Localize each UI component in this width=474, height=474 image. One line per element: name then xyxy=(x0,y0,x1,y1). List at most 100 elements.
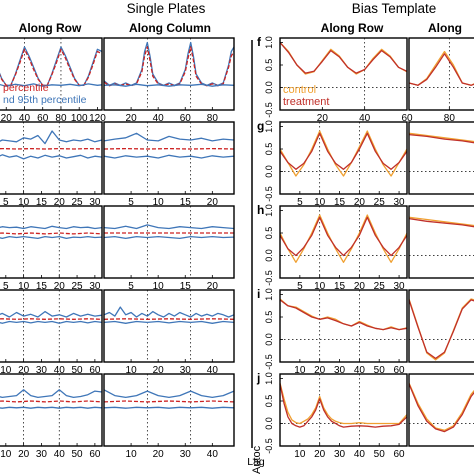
x-tick-label: 50 xyxy=(374,365,386,376)
treatment-series-2 xyxy=(408,299,474,360)
observed-series-1 xyxy=(103,389,235,399)
legend-median-label: percentile xyxy=(3,82,49,94)
x-tick-label: 30 xyxy=(89,197,101,208)
x-tick-label: 60 xyxy=(394,449,406,460)
panel-template-col-4 xyxy=(408,289,474,363)
observed-series-1 xyxy=(103,224,235,230)
x-tick-label: 30 xyxy=(394,197,406,208)
left-col-subtitle: Along Column xyxy=(129,21,211,35)
x-tick-label: 25 xyxy=(374,281,386,292)
panel-frame xyxy=(279,121,408,195)
x-tick-label: 15 xyxy=(180,281,192,292)
right-col-subtitle: Along xyxy=(428,21,462,35)
x-tick-label: 10 xyxy=(153,281,165,292)
panel-letter-j: j xyxy=(256,371,260,385)
x-tick-label: 20 xyxy=(18,449,30,460)
y-tick-label: 0.0 xyxy=(264,333,274,346)
x-tick-label: 20 xyxy=(314,365,326,376)
x-tick-label: 10 xyxy=(0,449,12,460)
control-series-1 xyxy=(279,42,408,75)
panel-frame xyxy=(103,373,235,447)
y-tick-label: 0.5 xyxy=(264,143,274,156)
x-tick-label: 60 xyxy=(394,365,406,376)
panel-single-row-1: 20 40 60 80 100 120 xyxy=(0,37,106,124)
treatment-series-2 xyxy=(408,217,474,228)
median-series-2 xyxy=(103,400,235,403)
y-tick-label: 0.5 xyxy=(264,227,274,240)
legend-observed-label: nd 95th percentile xyxy=(3,94,87,106)
control-series-1 xyxy=(408,50,474,86)
x-tick-label: 40 xyxy=(207,449,219,460)
observed-series-3 xyxy=(103,320,235,324)
x-tick-label: 30 xyxy=(180,365,192,376)
panel-template-row-3: 5 10 15 20 25 30 xyxy=(279,205,408,292)
x-tick-label: 20 xyxy=(54,281,66,292)
observed-series-3 xyxy=(0,83,103,87)
panel-letter-f: f xyxy=(257,35,262,49)
panel-template-col-5 xyxy=(408,373,474,447)
x-tick-label: 100 xyxy=(71,113,88,124)
panel-frame xyxy=(408,37,474,111)
x-tick-label: 25 xyxy=(72,281,84,292)
x-tick-label: 10 xyxy=(18,281,30,292)
observed-series-1 xyxy=(0,130,103,145)
x-tick-label: 15 xyxy=(334,197,346,208)
y-tick-label: 0.5 xyxy=(264,59,274,72)
panel-frame xyxy=(0,205,103,279)
y-tick-label: 0.0 xyxy=(264,417,274,430)
treatment-series-2 xyxy=(279,383,408,428)
observed-series-1 xyxy=(103,41,235,86)
x-tick-label: 20 xyxy=(207,197,219,208)
x-tick-label: 30 xyxy=(180,449,192,460)
x-tick-label: 80 xyxy=(207,113,219,124)
y-tick-label: -0.5 xyxy=(264,438,274,454)
treatment-series-2 xyxy=(408,133,474,144)
x-tick-label: 10 xyxy=(294,449,306,460)
x-tick-label: 10 xyxy=(126,449,138,460)
x-tick-label: 40 xyxy=(354,449,366,460)
panel-frame xyxy=(279,37,408,111)
x-tick-label: 25 xyxy=(72,197,84,208)
panel-template-col-1 xyxy=(408,37,474,111)
x-tick-label: 15 xyxy=(180,197,192,208)
x-tick-label: 10 xyxy=(153,197,165,208)
observed-series-1 xyxy=(103,306,235,318)
x-tick-label: 40 xyxy=(354,365,366,376)
x-tick-label: 20 xyxy=(207,281,219,292)
x-tick-label: 50 xyxy=(374,449,386,460)
panel-letter-g: g xyxy=(257,119,264,133)
x-tick-label: 30 xyxy=(36,449,48,460)
x-tick-label: 20 xyxy=(317,113,329,124)
x-tick-label: 20 xyxy=(126,113,138,124)
panel-single-row-2: 5 10 15 20 25 30 xyxy=(0,121,103,208)
x-tick-label: 60 xyxy=(89,365,101,376)
panel-frame xyxy=(0,373,103,447)
x-tick-label: 40 xyxy=(153,113,165,124)
observed-series-1 xyxy=(103,132,235,142)
panel-template-row-2: 5 10 15 20 25 30 xyxy=(279,121,408,208)
treatment-series-2 xyxy=(279,299,408,331)
y-tick-label: 0.0 xyxy=(264,81,274,94)
y-tick-label: -0.5 xyxy=(264,354,274,370)
y-tick-label: 0.5 xyxy=(264,395,274,408)
x-tick-label: 5 xyxy=(128,281,134,292)
treatment-series-2 xyxy=(279,216,408,257)
left-row-subtitle: Along Row xyxy=(19,21,82,35)
observed-series-3 xyxy=(103,406,235,409)
x-tick-label: 120 xyxy=(89,113,106,124)
y-tick-label: 1.0 xyxy=(264,204,274,217)
x-tick-label: 10 xyxy=(18,197,30,208)
control-series-1 xyxy=(279,382,408,425)
y-tick-label: -0.5 xyxy=(264,102,274,118)
x-tick-label: 15 xyxy=(36,281,48,292)
x-tick-label: 40 xyxy=(19,113,31,124)
panel-frame xyxy=(0,121,103,195)
x-tick-label: 50 xyxy=(72,449,84,460)
x-tick-label: 5 xyxy=(128,197,134,208)
x-tick-label: 30 xyxy=(394,281,406,292)
panel-template-col-3 xyxy=(408,205,474,279)
x-tick-label: 40 xyxy=(54,449,66,460)
y-tick-label: 0.5 xyxy=(264,311,274,324)
x-tick-label: 20 xyxy=(354,197,366,208)
